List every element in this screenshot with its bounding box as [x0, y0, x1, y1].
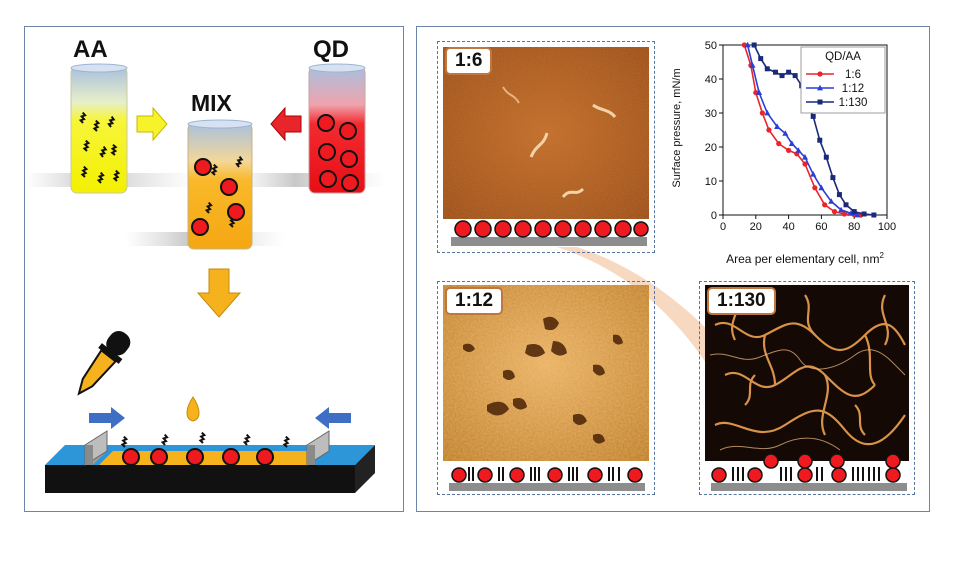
pipette	[77, 331, 131, 396]
data-point	[786, 147, 792, 153]
afm-box-1-12	[437, 281, 655, 495]
x-tick-label: 60	[815, 221, 827, 233]
qd-monolayer-1-130	[711, 453, 907, 491]
isotherm-chart: Surface pressure, mN/m Area per elementa…	[667, 33, 925, 269]
ratio-label-1-130: 1:130	[707, 287, 776, 315]
data-point	[861, 211, 867, 217]
y-tick-label: 20	[705, 142, 717, 154]
data-point	[831, 209, 838, 215]
data-point	[802, 161, 808, 167]
arrow-down	[196, 268, 242, 318]
data-point	[822, 202, 828, 208]
data-point	[818, 184, 825, 191]
barrier-arrow-right	[315, 407, 351, 429]
data-point	[851, 209, 857, 215]
y-tick-label: 30	[705, 108, 717, 120]
data-point	[810, 113, 816, 119]
langmuir-trough	[45, 430, 375, 493]
data-point	[817, 137, 823, 143]
data-point	[823, 154, 829, 160]
data-point	[788, 140, 795, 146]
chart-svg: Surface pressure, mN/m Area per elementa…	[671, 40, 896, 266]
results-panel: 1:6 Surface pressure, mN/m Area per elem…	[416, 26, 930, 512]
qd-monolayer-1-12	[449, 467, 645, 491]
quantum-dots	[317, 114, 359, 192]
data-point	[774, 123, 781, 129]
data-point	[841, 211, 847, 217]
data-point	[802, 154, 808, 160]
data-point	[744, 41, 751, 48]
legend-entry: 1:6	[845, 69, 861, 81]
data-point	[772, 69, 778, 75]
data-point	[782, 130, 789, 136]
arrow-qd-to-mix	[270, 106, 302, 142]
data-point	[786, 69, 792, 75]
data-point	[756, 89, 763, 95]
legend-title: QD/AA	[825, 51, 861, 63]
data-point	[792, 73, 798, 79]
data-point	[838, 206, 845, 213]
data-point	[779, 73, 785, 79]
label-aa: AA	[73, 36, 108, 63]
data-point	[764, 66, 770, 72]
quantum-dots	[191, 158, 245, 236]
data-point	[843, 202, 849, 208]
data-point	[795, 147, 802, 153]
data-point	[749, 62, 756, 68]
droplet	[186, 396, 200, 422]
x-tick-label: 0	[720, 221, 726, 233]
y-tick-label: 50	[705, 40, 717, 52]
x-tick-label: 80	[848, 221, 860, 233]
label-mix: MIX	[191, 90, 233, 116]
data-point	[854, 211, 861, 218]
qd-tube	[308, 63, 366, 194]
y-axis-label: Surface pressure, mN/m	[671, 68, 683, 187]
y-tick-label: 40	[705, 74, 717, 86]
data-point	[758, 56, 764, 62]
x-axis-label: Area per elementary cell, nm2	[726, 251, 884, 266]
arrow-aa-to-mix	[136, 106, 168, 142]
x-tick-label: 100	[878, 221, 896, 233]
ratio-label-1-12: 1:12	[445, 287, 504, 315]
y-tick-label: 10	[705, 176, 717, 188]
legend-entry: 1:12	[842, 83, 864, 95]
ratio-label-1-6: 1:6	[445, 47, 493, 75]
data-point	[766, 127, 772, 133]
afm-box-1-130	[699, 281, 915, 495]
data-point	[810, 171, 817, 177]
label-qd: QD	[313, 36, 349, 63]
y-tick-label: 0	[711, 210, 717, 222]
data-point	[828, 198, 835, 204]
quantum-dots	[122, 448, 274, 466]
data-point	[871, 212, 877, 218]
data-point	[759, 110, 765, 116]
barrier-arrow-left	[89, 407, 125, 429]
aa-tube	[70, 63, 128, 194]
preparation-scheme-panel: AA QD MIX	[24, 26, 404, 512]
legend-entry: 1:130	[839, 97, 868, 109]
data-point	[847, 210, 854, 216]
legend-marker	[817, 71, 823, 77]
data-point	[764, 109, 771, 116]
legend-marker	[817, 84, 823, 91]
data-point	[751, 42, 757, 48]
qd-monolayer-1-6	[451, 220, 649, 246]
mix-tube	[187, 119, 253, 250]
data-point	[776, 141, 782, 147]
afm-box-1-6	[437, 41, 655, 253]
amphiphile-molecules	[121, 431, 290, 448]
data-point	[812, 185, 818, 191]
x-tick-label: 40	[782, 221, 794, 233]
afm-image-1-6	[443, 47, 649, 219]
x-tick-label: 20	[750, 221, 762, 233]
data-point	[830, 175, 836, 181]
legend-marker	[817, 99, 823, 105]
preparation-scheme: AA QD MIX	[25, 36, 385, 493]
data-point	[836, 192, 842, 198]
